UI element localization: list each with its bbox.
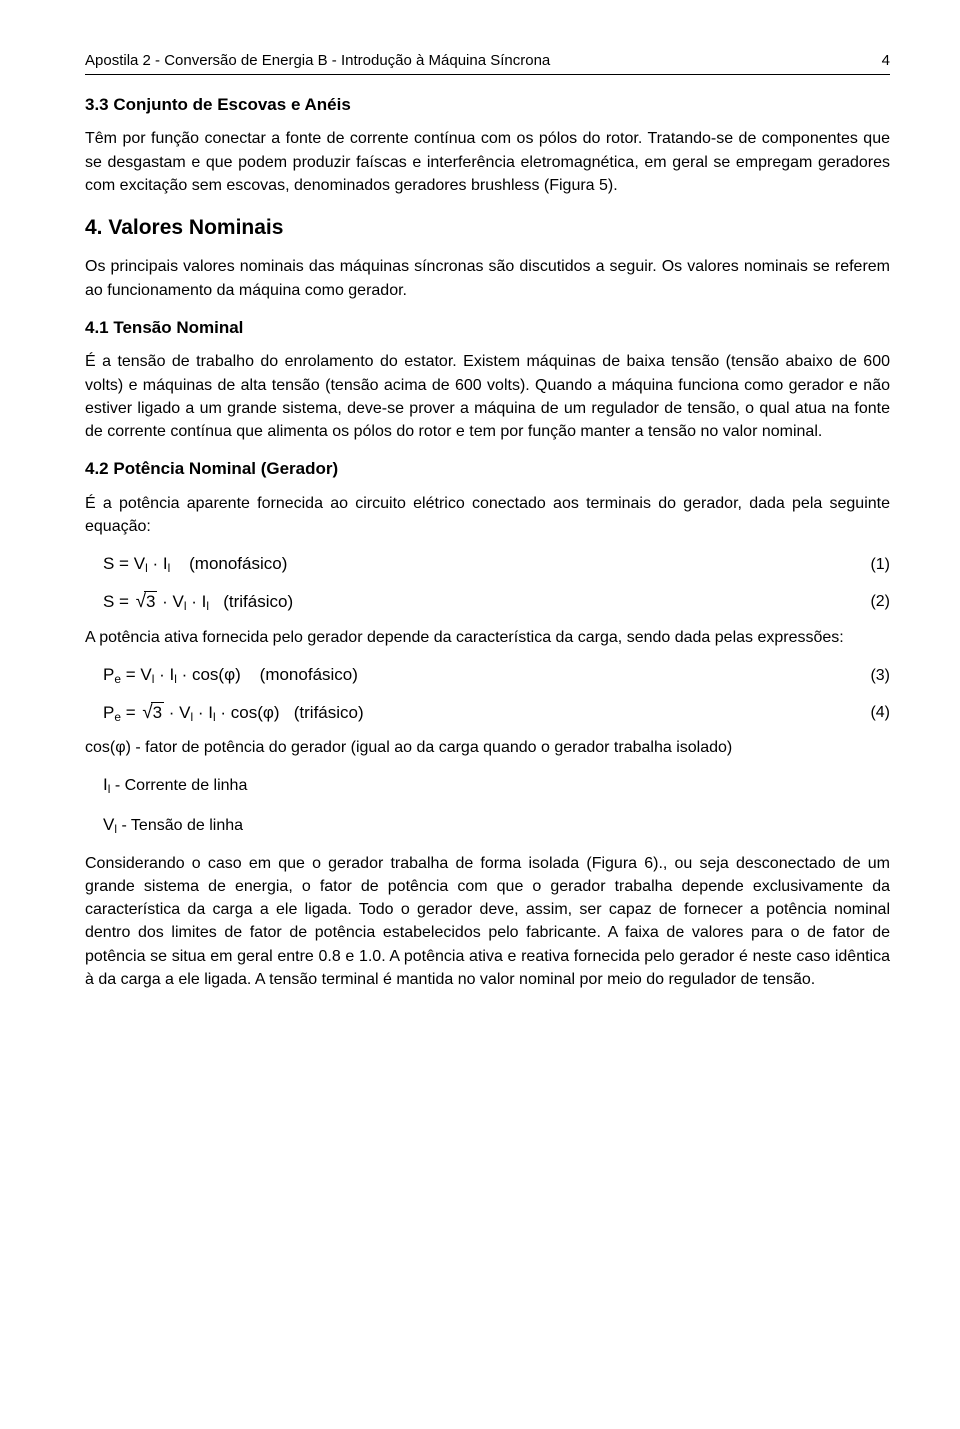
paragraph: Considerando o caso em que o gerador tra… <box>85 852 890 991</box>
heading-3-3: 3.3 Conjunto de Escovas e Anéis <box>85 93 890 118</box>
equation-body: Pe = 3 · Vl · Il · cos(φ) (trifásico) <box>103 698 364 726</box>
paragraph: A potência ativa fornecida pelo gerador … <box>85 626 890 649</box>
equation-number: (4) <box>870 701 890 724</box>
definition-text: - Tensão de linha <box>117 817 243 834</box>
heading-4-2: 4.2 Potência Nominal (Gerador) <box>85 457 890 482</box>
equation-note: (trifásico) <box>223 592 293 611</box>
equation-body: S = 3 · Vl · Il (trifásico) <box>103 587 293 615</box>
equation-note: (monofásico) <box>260 665 358 684</box>
equation-note: (monofásico) <box>189 554 287 573</box>
paragraph: É a potência aparente fornecida ao circu… <box>85 492 890 538</box>
equation-number: (2) <box>870 590 890 613</box>
header-title: Apostila 2 - Conversão de Energia B - In… <box>85 50 550 72</box>
paragraph: Os principais valores nominais das máqui… <box>85 255 890 301</box>
equation-3: Pe = Vl · Il · cos(φ) (monofásico) (3) <box>85 663 890 688</box>
equation-4: Pe = 3 · Vl · Il · cos(φ) (trifásico) (4… <box>85 698 890 726</box>
equation-2: S = 3 · Vl · Il (trifásico) (2) <box>85 587 890 615</box>
equation-body: S = Vl · Il (monofásico) <box>103 552 287 577</box>
equation-body: Pe = Vl · Il · cos(φ) (monofásico) <box>103 663 358 688</box>
definition-vl: Vl - Tensão de linha <box>103 813 890 838</box>
definition-text: - Corrente de linha <box>110 777 247 794</box>
paragraph: É a tensão de trabalho do enrolamento do… <box>85 350 890 443</box>
heading-4: 4. Valores Nominais <box>85 213 890 243</box>
definition-il: Il - Corrente de linha <box>103 773 890 798</box>
document-page: Apostila 2 - Conversão de Energia B - In… <box>0 0 960 1065</box>
page-header: Apostila 2 - Conversão de Energia B - In… <box>85 50 890 75</box>
definition-cosphi: cos(φ) - fator de potência do gerador (i… <box>85 736 890 759</box>
equation-1: S = Vl · Il (monofásico) (1) <box>85 552 890 577</box>
equation-number: (1) <box>870 553 890 576</box>
equation-note: (trifásico) <box>294 703 364 722</box>
header-page-number: 4 <box>882 50 890 72</box>
heading-4-1: 4.1 Tensão Nominal <box>85 316 890 341</box>
paragraph: Têm por função conectar a fonte de corre… <box>85 127 890 197</box>
equation-number: (3) <box>870 664 890 687</box>
